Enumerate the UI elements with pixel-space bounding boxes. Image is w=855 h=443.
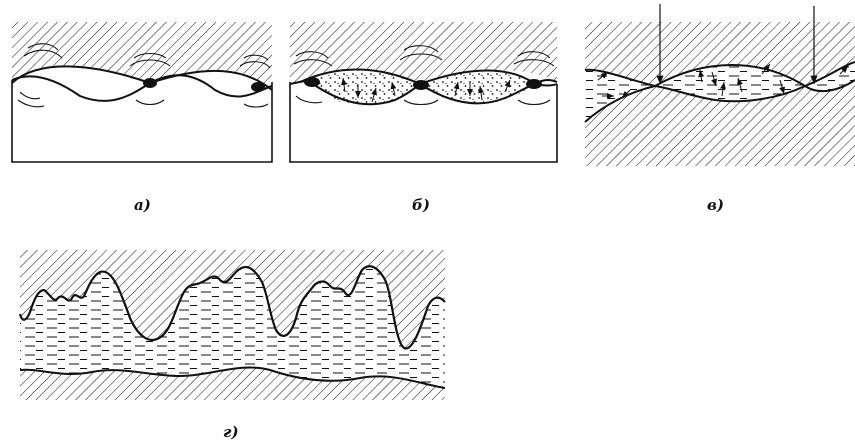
panel-v-lower-body — [585, 80, 855, 166]
panel-b-contact-point — [304, 77, 320, 87]
panel-v-label: в) — [707, 196, 724, 214]
panel-g-liquid-layer — [20, 266, 445, 388]
panel-a-label: а) — [134, 196, 151, 214]
panel-a-contact-point — [251, 82, 265, 92]
panel-b-contact-point — [526, 79, 542, 89]
panel-b-vibration-waves — [293, 45, 555, 106]
panel-a-contact-point — [143, 78, 157, 88]
panel-v-flow-arrows — [597, 63, 849, 99]
panel-a-upper-body — [12, 22, 272, 90]
panel-g-lower-body — [20, 367, 445, 400]
panel-g-upper-body — [20, 250, 445, 349]
panel-b-label: б) — [412, 196, 430, 214]
panel-a: а) — [11, 22, 273, 214]
panel-b-upper-surface — [299, 68, 558, 86]
panel-b-lower-body — [289, 82, 558, 163]
panel-v-load-arrows — [656, 4, 818, 84]
panel-g: г) — [18, 250, 446, 441]
panel-v-lower-surface — [584, 79, 855, 123]
panel-g-upper-surface — [18, 265, 446, 350]
panel-g-lower-surface — [19, 366, 446, 389]
panel-b-contact-point — [413, 80, 429, 90]
panel-a-vibration-waves — [17, 43, 271, 108]
panel-v-upper-surface — [584, 61, 855, 88]
panel-v-upper-body — [585, 22, 855, 86]
panel-g-label: г) — [223, 423, 239, 441]
panel-b: б) — [289, 22, 558, 214]
panel-a-lower-body — [11, 80, 273, 163]
panel-b-lubricant-zone — [420, 71, 535, 104]
panel-b-pressure-arrows — [341, 77, 511, 103]
panel-v: в) — [584, 4, 855, 214]
